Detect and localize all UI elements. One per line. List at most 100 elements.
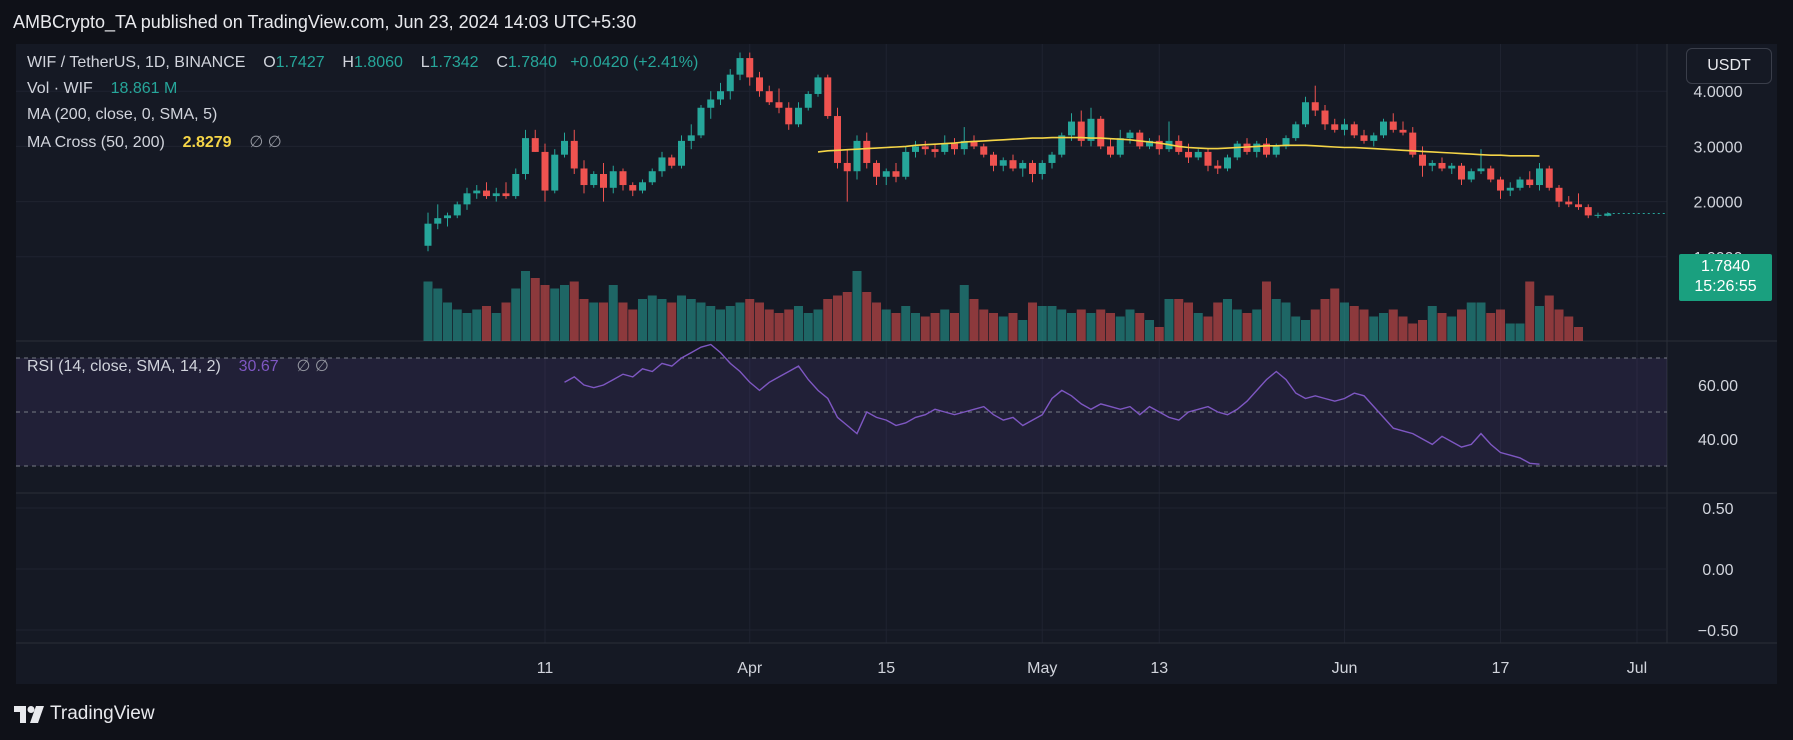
volume-bar (1496, 309, 1505, 341)
candle-body (1584, 207, 1592, 216)
volume-bar (1427, 306, 1437, 341)
volume-bar (959, 285, 969, 341)
volume-bar (521, 271, 530, 341)
volume-bar (706, 306, 716, 341)
price-axis-label: 2.0000 (1694, 195, 1743, 212)
footer-brand[interactable]: TradingView (14, 703, 155, 725)
candle-body (522, 138, 529, 174)
volume-value: 18.861 M (110, 80, 178, 97)
candle-body (775, 102, 783, 108)
volume-bar (998, 316, 1008, 341)
volume-bar (667, 302, 677, 341)
price-chart-svg[interactable]: 4.00003.00002.00001.000060.0040.000.500.… (16, 44, 1777, 684)
tradingview-logo-icon (14, 705, 44, 723)
candle-body (1233, 143, 1241, 158)
macross-value: 2.8279 (182, 134, 232, 151)
candle-body (1194, 151, 1202, 158)
time-axis-label: 13 (1150, 660, 1168, 677)
candle-body (1497, 179, 1504, 191)
volume-bar (1486, 313, 1496, 341)
price-axis-label: 4.0000 (1694, 84, 1743, 101)
volume-bar (638, 299, 647, 341)
candle-body (1380, 121, 1387, 136)
rsi-value: 30.67 (238, 358, 279, 375)
rsi-extra: ∅ ∅ (296, 358, 329, 375)
candle-body (1204, 151, 1212, 166)
volume-bar (1242, 313, 1252, 341)
volume-bar (1379, 313, 1388, 341)
volume-bar (862, 292, 872, 341)
macross-legend[interactable]: MA Cross (50, 200) 2.8279 ∅ ∅ (27, 132, 282, 152)
candle-body (502, 193, 510, 197)
low-key: L (420, 54, 430, 71)
volume-bar (1067, 313, 1076, 341)
candle-body (1360, 135, 1368, 141)
volume-bar (1535, 306, 1544, 341)
volume-bar (989, 313, 998, 341)
rsi-legend[interactable]: RSI (14, close, SMA, 14, 2) 30.67 ∅ ∅ (27, 356, 329, 376)
volume-bar (1418, 320, 1427, 341)
candle-body (1009, 160, 1017, 169)
candle-body (1409, 132, 1417, 155)
ma-legend[interactable]: MA (200, close, 0, SMA, 5) (27, 106, 217, 124)
candle-body (1292, 124, 1300, 139)
candle-body (1048, 154, 1056, 163)
volume-bar (1135, 313, 1145, 341)
candle-body (1302, 102, 1309, 125)
volume-bar (1145, 320, 1154, 341)
candle-body (687, 135, 695, 141)
high-value: 1.8060 (353, 54, 403, 71)
candle-body (1389, 121, 1397, 130)
candle-body (1370, 135, 1378, 141)
candle-body (1097, 118, 1105, 147)
volume-bar (1437, 313, 1447, 341)
last-price-tag: 1.7840 15:26:55 (1679, 254, 1772, 301)
volume-bar (1223, 299, 1232, 341)
volume-bar (1398, 316, 1408, 341)
candle-body (600, 174, 607, 188)
volume-legend[interactable]: Vol · WIF 18.861 M (27, 80, 177, 98)
time-axis-label: Jul (1627, 660, 1647, 677)
volume-bar (1505, 323, 1515, 341)
time-axis-label: 15 (877, 660, 895, 677)
volume-bar (686, 299, 696, 341)
volume-bar (1262, 281, 1271, 341)
candle-body (678, 140, 685, 166)
candle-body (1604, 213, 1612, 216)
bar-countdown: 15:26:55 (1694, 278, 1757, 295)
volume-bar (784, 309, 794, 341)
candle-body (843, 162, 851, 172)
candle-body (1594, 214, 1602, 216)
volume-bar (1515, 323, 1525, 341)
candle-body (424, 223, 432, 246)
volume-bar (1564, 316, 1574, 341)
volume-bar (1554, 309, 1564, 341)
candle-body (668, 157, 676, 166)
volume-bar (511, 288, 521, 341)
open-key: O (263, 54, 276, 71)
chart-panel[interactable]: 4.00003.00002.00001.000060.0040.000.500.… (16, 44, 1777, 684)
symbol-label[interactable]: WIF / TetherUS, 1D, BINANCE (27, 54, 246, 71)
volume-bar (774, 313, 784, 341)
volume-bar (501, 302, 511, 341)
candle-body (999, 160, 1007, 166)
candle-body (590, 174, 598, 186)
volume-bar (1106, 313, 1115, 341)
candle-body (1107, 146, 1114, 155)
candle-body (570, 140, 578, 169)
volume-bar (1340, 302, 1349, 341)
candle-body (756, 77, 763, 92)
volume-bar (1213, 302, 1223, 341)
volume-bar (930, 313, 940, 341)
volume-bar (1466, 302, 1476, 341)
volume-bar (579, 299, 589, 341)
open-value: 1.7427 (275, 54, 325, 71)
macross-extra: ∅ ∅ (249, 134, 282, 151)
candle-body (1350, 124, 1358, 136)
volume-bar (540, 285, 550, 341)
volume-bar (482, 306, 491, 341)
candle-body (697, 107, 705, 136)
currency-button[interactable]: USDT (1686, 48, 1772, 84)
volume-bar (1388, 309, 1398, 341)
